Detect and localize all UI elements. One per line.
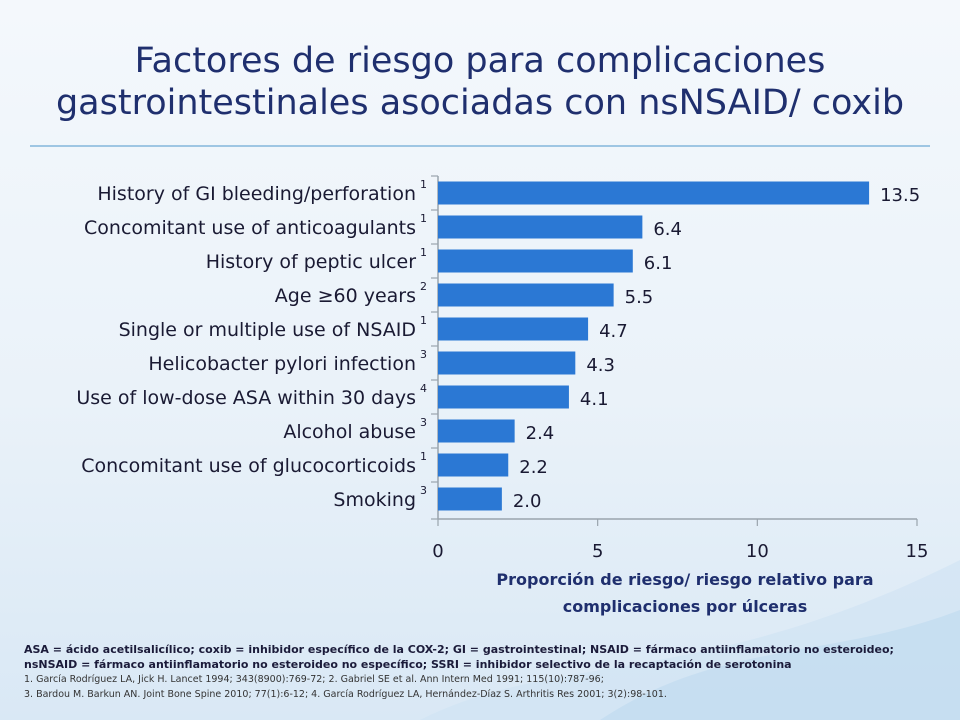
x-axis-label: Proporción de riesgo/ riesgo relativo pa… <box>445 566 925 620</box>
reference-superscript: 3 <box>420 416 427 429</box>
title-divider <box>30 145 930 147</box>
value-label: 6.1 <box>644 253 673 274</box>
category-label: Alcohol abuse <box>283 421 416 443</box>
abbreviations-line-1: ASA = ácido acetilsalicílico; coxib = in… <box>24 643 894 656</box>
bar <box>438 283 614 307</box>
bar <box>438 487 502 511</box>
reference-superscript: 3 <box>420 484 427 497</box>
x-tick-label: 15 <box>906 541 929 562</box>
value-label: 2.0 <box>513 491 542 512</box>
bar <box>438 181 870 205</box>
value-label: 2.2 <box>519 457 548 478</box>
bar <box>438 385 569 409</box>
bar <box>438 317 589 341</box>
reference-superscript: 1 <box>420 246 427 259</box>
bar <box>438 453 509 477</box>
value-label: 4.7 <box>599 321 628 342</box>
title-line-1: Factores de riesgo para complicaciones <box>134 41 826 81</box>
reference-superscript: 1 <box>420 178 427 191</box>
value-label: 2.4 <box>526 423 555 444</box>
category-label: Smoking <box>333 489 416 511</box>
value-label: 5.5 <box>625 287 654 308</box>
reference-superscript: 1 <box>420 450 427 463</box>
category-label: Age ≥60 years <box>275 285 416 307</box>
page-title: Factores de riesgo para complicaciones g… <box>0 40 960 124</box>
bar <box>438 419 515 443</box>
value-label: 6.4 <box>653 219 682 240</box>
category-label: Helicobacter pylori infection <box>148 353 416 375</box>
x-axis-label-line-1: Proporción de riesgo/ riesgo relativo pa… <box>496 570 874 589</box>
bar <box>438 215 643 239</box>
value-label: 13.5 <box>880 185 920 206</box>
reference-superscript: 3 <box>420 348 427 361</box>
x-tick-label: 10 <box>746 541 769 562</box>
bar <box>438 351 576 375</box>
x-tick-label: 5 <box>592 541 603 562</box>
category-label: Concomitant use of anticoagulants <box>84 217 416 239</box>
x-tick-label: 0 <box>432 541 443 562</box>
category-label: History of peptic ulcer <box>206 251 416 273</box>
category-label: Concomitant use of glucocorticoids <box>81 455 416 477</box>
reference-superscript: 4 <box>420 382 427 395</box>
bar <box>438 249 633 273</box>
category-label: Single or multiple use of NSAID <box>119 319 416 341</box>
category-label: History of GI bleeding/perforation <box>97 183 416 205</box>
value-label: 4.3 <box>586 355 615 376</box>
reference-superscript: 1 <box>420 212 427 225</box>
references-line-2: 3. Bardou M. Barkun AN. Joint Bone Spine… <box>24 689 667 700</box>
title-line-2: gastrointestinales asociadas con nsNSAID… <box>55 83 905 123</box>
reference-superscript: 1 <box>420 314 427 327</box>
value-label: 4.1 <box>580 389 609 410</box>
x-axis-label-line-2: complicaciones por úlceras <box>562 597 808 616</box>
references-line-1: 1. García Rodríguez LA, Jick H. Lancet 1… <box>24 674 604 685</box>
abbreviations-line-2: nsNSAID = fármaco antiinflamatorio no es… <box>24 658 792 671</box>
footnotes: ASA = ácido acetilsalicílico; coxib = in… <box>24 642 944 702</box>
reference-superscript: 2 <box>420 280 427 293</box>
category-label: Use of low-dose ASA within 30 days <box>76 387 416 409</box>
